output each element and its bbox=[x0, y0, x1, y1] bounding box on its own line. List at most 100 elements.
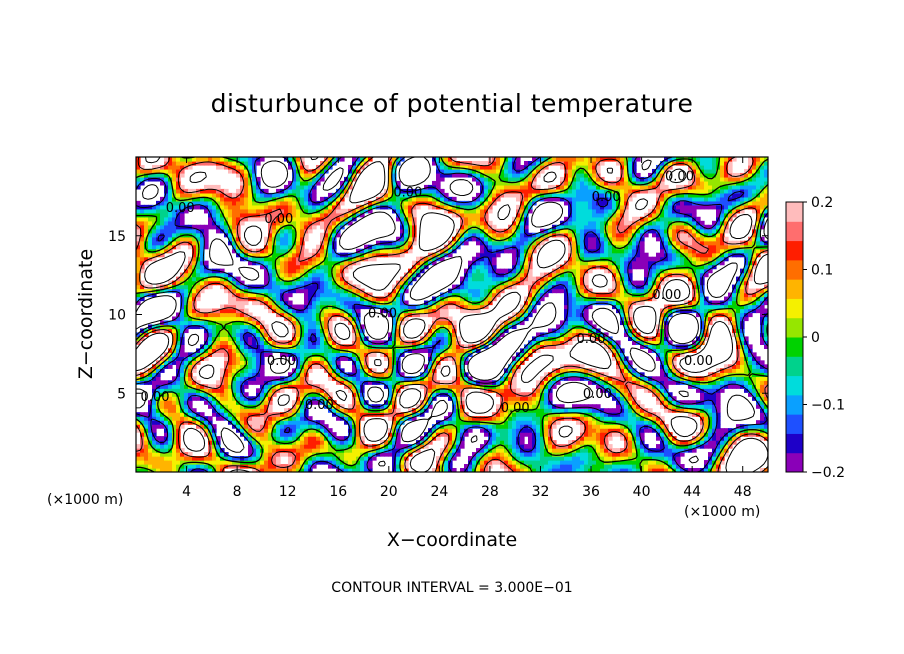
heatmap-cell bbox=[264, 440, 269, 445]
heatmap-cell bbox=[632, 436, 637, 441]
heatmap-cell bbox=[344, 312, 349, 318]
heatmap-cell bbox=[560, 340, 565, 346]
heatmap-cell bbox=[220, 416, 225, 421]
heatmap-cell bbox=[572, 412, 577, 417]
heatmap-cell bbox=[248, 396, 253, 401]
heatmap-cell bbox=[520, 440, 525, 445]
heatmap-cell bbox=[548, 460, 553, 465]
heatmap-cell bbox=[300, 388, 305, 393]
heatmap-cell bbox=[272, 456, 277, 461]
heatmap-cell bbox=[588, 404, 593, 409]
heatmap-cell bbox=[596, 436, 601, 441]
heatmap-cell bbox=[564, 460, 569, 465]
heatmap-cell bbox=[152, 376, 157, 381]
heatmap-cell bbox=[224, 280, 229, 286]
heatmap-cell bbox=[656, 416, 661, 421]
heatmap-cell bbox=[136, 424, 141, 429]
heatmap-cell bbox=[428, 308, 433, 314]
heatmap-cell bbox=[300, 404, 305, 409]
heatmap-cell bbox=[212, 392, 217, 397]
heatmap-cell bbox=[184, 392, 189, 397]
heatmap-cell bbox=[296, 440, 301, 445]
heatmap-cell bbox=[592, 424, 597, 429]
heatmap-cell bbox=[276, 296, 281, 302]
heatmap-cell bbox=[760, 368, 765, 373]
heatmap-cell bbox=[504, 424, 509, 429]
heatmap-cell bbox=[652, 288, 657, 294]
heatmap-cell bbox=[476, 416, 481, 421]
heatmap-cell bbox=[388, 408, 393, 413]
heatmap-cell bbox=[576, 320, 581, 326]
heatmap-cell bbox=[168, 384, 173, 389]
heatmap-cell bbox=[700, 384, 705, 389]
heatmap-cell bbox=[304, 328, 309, 334]
heatmap-cell bbox=[628, 444, 633, 449]
heatmap-cell bbox=[384, 352, 389, 357]
heatmap-cell bbox=[456, 292, 461, 298]
heatmap-cell bbox=[180, 420, 185, 425]
heatmap-cell bbox=[512, 368, 517, 373]
heatmap-cell bbox=[164, 424, 169, 429]
heatmap-cell bbox=[696, 408, 701, 413]
heatmap-cell bbox=[424, 380, 429, 385]
heatmap-cell bbox=[320, 308, 325, 314]
heatmap-cell bbox=[556, 468, 561, 472]
heatmap-cell bbox=[304, 360, 309, 365]
heatmap-cell bbox=[328, 376, 333, 381]
heatmap-cell bbox=[232, 396, 237, 401]
heatmap-cell bbox=[716, 456, 721, 461]
heatmap-cell bbox=[612, 284, 617, 290]
heatmap-cell bbox=[696, 308, 701, 314]
heatmap-cell bbox=[608, 292, 613, 298]
heatmap-cell bbox=[240, 340, 245, 346]
heatmap-cell bbox=[388, 384, 393, 389]
heatmap-cell bbox=[524, 468, 529, 472]
heatmap-cell bbox=[584, 468, 589, 472]
heatmap-cell bbox=[528, 452, 533, 457]
heatmap-cell bbox=[344, 296, 349, 302]
heatmap-cell bbox=[444, 300, 449, 306]
heatmap-cell bbox=[336, 280, 341, 286]
heatmap-cell bbox=[660, 424, 665, 429]
heatmap-cell bbox=[552, 372, 557, 377]
heatmap-cell bbox=[708, 420, 713, 425]
heatmap-cell bbox=[460, 416, 465, 421]
heatmap-cell bbox=[604, 412, 609, 417]
heatmap-cell bbox=[176, 412, 181, 417]
heatmap-cell bbox=[152, 408, 157, 413]
heatmap-cell bbox=[208, 276, 213, 282]
heatmap-cell bbox=[244, 396, 249, 401]
heatmap-cell bbox=[264, 376, 269, 381]
heatmap-cell bbox=[588, 324, 593, 330]
heatmap-cell bbox=[756, 404, 761, 409]
heatmap-cell bbox=[600, 376, 605, 381]
heatmap-cell bbox=[656, 380, 661, 385]
heatmap-cell bbox=[272, 296, 277, 302]
heatmap-cell bbox=[484, 448, 489, 453]
heatmap-cell bbox=[684, 372, 689, 377]
heatmap-cell bbox=[440, 452, 445, 457]
heatmap-cell bbox=[344, 308, 349, 314]
heatmap-cell bbox=[396, 392, 401, 397]
heatmap-cell bbox=[180, 332, 185, 338]
heatmap-cell bbox=[268, 280, 273, 286]
heatmap-cell bbox=[220, 392, 225, 397]
heatmap-cell bbox=[752, 388, 757, 393]
heatmap-cell bbox=[552, 464, 557, 469]
heatmap-cell bbox=[280, 352, 285, 357]
heatmap-cell bbox=[264, 336, 269, 342]
heatmap-cell bbox=[284, 440, 289, 445]
heatmap-cell bbox=[640, 380, 645, 385]
heatmap-cell bbox=[668, 444, 673, 449]
heatmap-cell bbox=[448, 436, 453, 441]
heatmap-cell bbox=[320, 448, 325, 453]
heatmap-cell bbox=[700, 296, 705, 302]
heatmap-cell bbox=[692, 376, 697, 381]
heatmap-cell bbox=[156, 460, 161, 465]
heatmap-cell bbox=[168, 436, 173, 441]
heatmap-cell bbox=[704, 328, 709, 334]
heatmap-cell bbox=[448, 416, 453, 421]
heatmap-cell bbox=[320, 304, 325, 310]
heatmap-cell bbox=[184, 300, 189, 306]
heatmap-cell bbox=[712, 468, 717, 472]
